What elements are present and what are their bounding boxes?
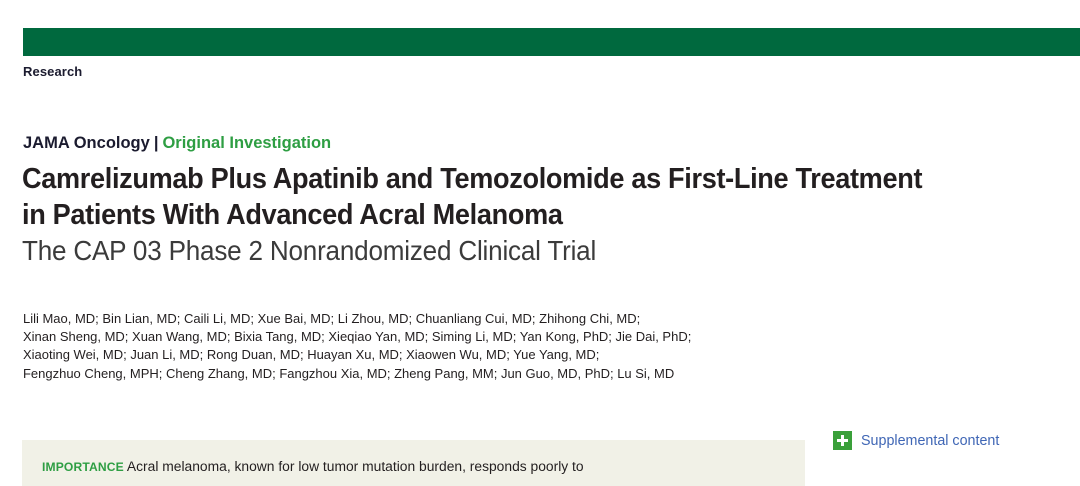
article-subtitle: The CAP 03 Phase 2 Nonrandomized Clinica… bbox=[22, 235, 597, 266]
abstract-importance-text: Acral melanoma, known for low tumor muta… bbox=[126, 459, 584, 475]
title-block: Camrelizumab Plus Apatinib and Temozolom… bbox=[22, 161, 1062, 268]
journal-separator: | bbox=[153, 134, 159, 152]
journal-name: JAMA Oncology bbox=[23, 134, 150, 152]
abstract-importance-paragraph: IMPORTANCE Acral melanoma, known for low… bbox=[42, 457, 768, 477]
article-title-line-1: Camrelizumab Plus Apatinib and Temozolom… bbox=[22, 163, 923, 195]
plus-icon[interactable] bbox=[833, 431, 852, 450]
author-list: Lili Mao, MD; Bin Lian, MD; Caili Li, MD… bbox=[23, 310, 870, 383]
article-type-label[interactable]: Original Investigation bbox=[162, 134, 332, 152]
author-line: Xinan Sheng, MD; Xuan Wang, MD; Bixia Ta… bbox=[23, 329, 692, 345]
author-line: Fengzhuo Cheng, MPH; Cheng Zhang, MD; Fa… bbox=[23, 365, 675, 381]
author-line: Lili Mao, MD; Bin Lian, MD; Caili Li, MD… bbox=[23, 311, 641, 326]
abstract-section-label-importance: IMPORTANCE bbox=[42, 460, 124, 474]
abstract-panel: IMPORTANCE Acral melanoma, known for low… bbox=[22, 440, 805, 486]
author-line: Xiaoting Wei, MD; Juan Li, MD; Rong Duan… bbox=[23, 347, 600, 363]
supplemental-content-label[interactable]: Supplemental content bbox=[861, 432, 1000, 449]
journal-line: JAMA Oncology | Original Investigation bbox=[23, 133, 331, 153]
running-head-label: Research bbox=[23, 64, 83, 79]
article-title-line-2: in Patients With Advanced Acral Melanoma bbox=[22, 199, 563, 231]
header-green-rule bbox=[23, 28, 1080, 56]
supplemental-content-link[interactable]: Supplemental content bbox=[833, 431, 1002, 450]
